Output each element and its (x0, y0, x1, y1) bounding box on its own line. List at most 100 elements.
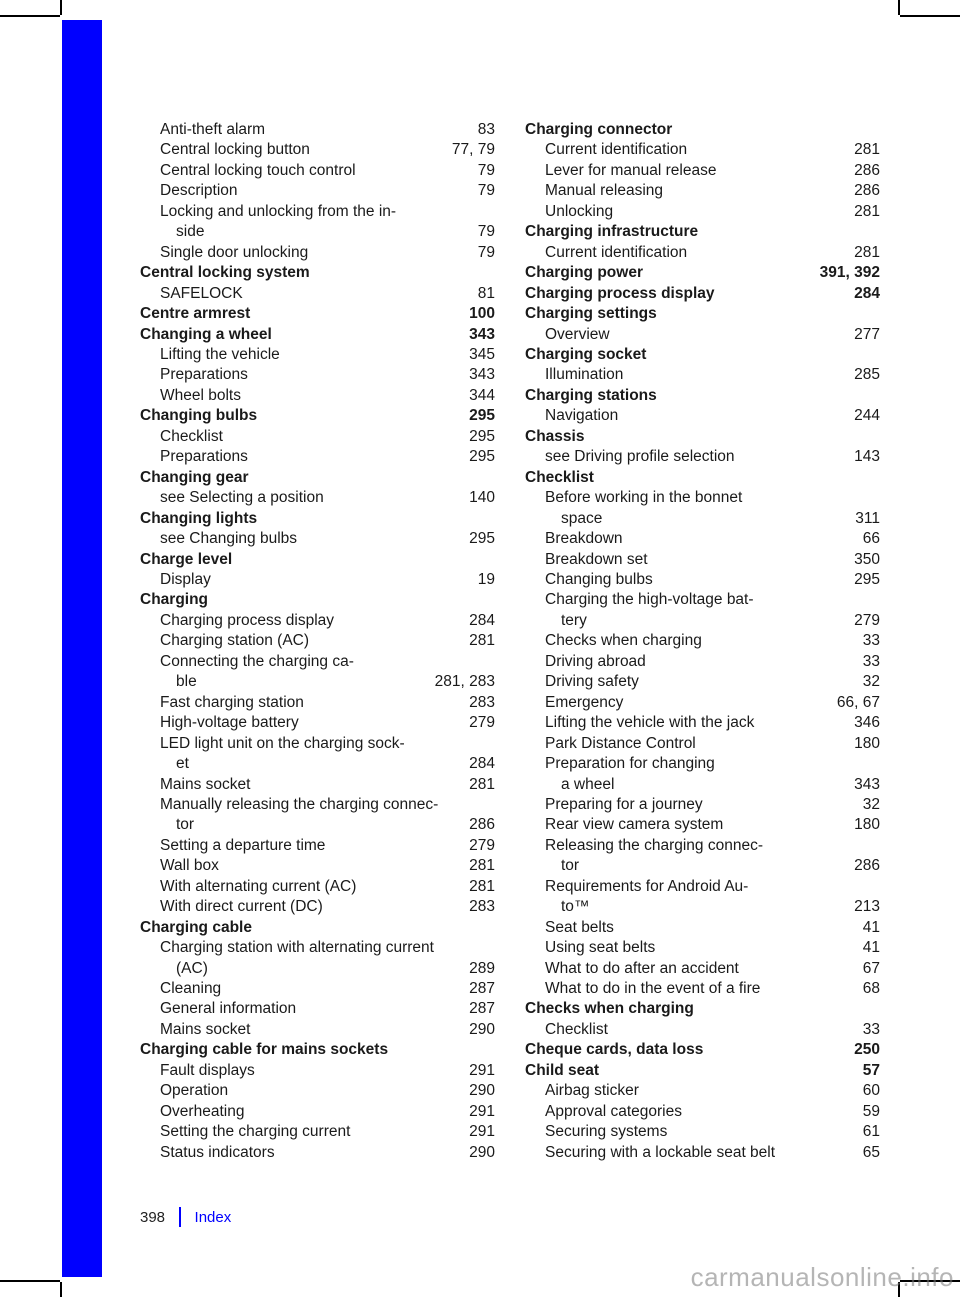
index-entry-label: Status indicators (140, 1143, 469, 1163)
index-entry-label: Unlocking (525, 202, 854, 222)
index-entry-label: High-voltage battery (140, 713, 469, 733)
index-entry-label: Overheating (140, 1102, 469, 1122)
index-entry-label: Wall box (140, 856, 469, 876)
index-entry-pages: 291 (469, 1061, 495, 1081)
index-entry-pages: 67 (863, 959, 880, 979)
index-entry-pages: 283 (469, 693, 495, 713)
index-entry-label: ble (140, 672, 435, 692)
index-entry-label: Charging socket (525, 345, 880, 365)
index-entry: Charging (140, 590, 495, 610)
index-entry: Securing with a lockable seat belt65 (525, 1143, 880, 1163)
index-entry: Current identification281 (525, 243, 880, 263)
index-entry: Charging cable for mains sockets (140, 1040, 495, 1060)
index-entry-label: Centre armrest (140, 304, 469, 324)
index-entry: Charging the high-voltage bat- (525, 590, 880, 610)
index-entry-label: Manual releasing (525, 181, 854, 201)
index-entry: Checklist33 (525, 1020, 880, 1040)
index-entry-label: What to do after an accident (525, 959, 863, 979)
index-entry-pages: 66 (863, 529, 880, 549)
index-entry: Overheating291 (140, 1102, 495, 1122)
index-entry-pages: 281 (469, 877, 495, 897)
index-entry-pages: 311 (855, 509, 880, 529)
index-entry-pages: 57 (863, 1061, 880, 1081)
index-entry: Chassis (525, 427, 880, 447)
index-entry: Driving safety32 (525, 672, 880, 692)
index-entry-pages: 290 (469, 1081, 495, 1101)
index-entry-pages: 350 (854, 550, 880, 570)
index-entry-pages: 79 (478, 243, 495, 263)
index-entry-pages: 284 (469, 754, 495, 774)
index-entry-label: Breakdown set (525, 550, 854, 570)
index-entry-pages: 60 (863, 1081, 880, 1101)
index-entry-pages: 295 (854, 570, 880, 590)
index-entry-label: Changing gear (140, 468, 495, 488)
index-entry-label: Checks when charging (525, 999, 880, 1019)
index-entry-pages: 344 (469, 386, 495, 406)
index-entry-pages: 81 (478, 284, 495, 304)
index-entry: Seat belts41 (525, 918, 880, 938)
watermark: carmanualsonline.info (691, 1262, 954, 1293)
index-entry-pages: 290 (469, 1020, 495, 1040)
index-entry-label: General information (140, 999, 469, 1019)
index-entry: Manually releasing the charging connec- (140, 795, 495, 815)
index-entry-label: Checklist (140, 427, 469, 447)
index-entry-label: Changing lights (140, 509, 495, 529)
index-entry-label: SAFELOCK (140, 284, 478, 304)
index-entry: Lever for manual release286 (525, 161, 880, 181)
index-entry-label: Charging station (AC) (140, 631, 469, 651)
index-entry-label: Cleaning (140, 979, 469, 999)
index-entry: What to do after an accident67 (525, 959, 880, 979)
index-entry-label: Seat belts (525, 918, 863, 938)
index-entry: Connecting the charging ca- (140, 652, 495, 672)
index-entry: Securing systems61 (525, 1122, 880, 1142)
index-entry-label: to™ (525, 897, 854, 917)
index-entry-pages: 281, 283 (435, 672, 495, 692)
index-entry-label: a wheel (525, 775, 854, 795)
index-entry-label: tery (525, 611, 854, 631)
index-entry-label: Anti-theft alarm (140, 120, 478, 140)
index-entry-label: Fast charging station (140, 693, 469, 713)
index-entry-pages: 281 (469, 631, 495, 651)
index-entry-label: Charging process display (525, 284, 854, 304)
footer: 398 Index (140, 1207, 231, 1227)
index-entry: Preparation for changing (525, 754, 880, 774)
index-entry: side79 (140, 222, 495, 242)
index-entry-pages: 33 (863, 631, 880, 651)
index-entry-pages: 61 (863, 1122, 880, 1142)
index-entry: Checks when charging33 (525, 631, 880, 651)
index-entry: Manual releasing286 (525, 181, 880, 201)
index-entry-label: Central locking system (140, 263, 495, 283)
index-entry-label: tor (140, 815, 469, 835)
index-entry-label: Driving safety (525, 672, 863, 692)
index-entry: Charging process display284 (140, 611, 495, 631)
index-column-left: Anti-theft alarm83Central locking button… (140, 120, 495, 1163)
index-entry-pages: 32 (863, 672, 880, 692)
index-entry-label: Requirements for Android Au- (525, 877, 880, 897)
index-entry-label: What to do in the event of a fire (525, 979, 863, 999)
index-entry: Emergency66, 67 (525, 693, 880, 713)
index-entry-label: Charge level (140, 550, 495, 570)
index-entry: Navigation244 (525, 406, 880, 426)
tab-bar (62, 20, 102, 1277)
index-entry-label: Charging power (525, 263, 820, 283)
index-entry-pages: 281 (854, 140, 880, 160)
index-entry-pages: 41 (863, 938, 880, 958)
index-entry-pages: 100 (469, 304, 495, 324)
index-entry-pages: 295 (469, 529, 495, 549)
index-entry-label: Securing systems (525, 1122, 863, 1142)
index-entry-label: With alternating current (AC) (140, 877, 469, 897)
index-entry-label: et (140, 754, 469, 774)
index-entry: Setting a departure time279 (140, 836, 495, 856)
crop-mark (0, 1280, 60, 1282)
index-entry-pages: 286 (854, 181, 880, 201)
index-entry-pages: 19 (478, 570, 495, 590)
index-entry-pages: 65 (863, 1143, 880, 1163)
index-entry-label: Emergency (525, 693, 837, 713)
index-entry-pages: 244 (854, 406, 880, 426)
index-entry-label: space (525, 509, 855, 529)
index-entry: Charging socket (525, 345, 880, 365)
index-entry-pages: 343 (854, 775, 880, 795)
index-entry-label: Charging stations (525, 386, 880, 406)
index-entry: Breakdown66 (525, 529, 880, 549)
index-entry-pages: 281 (469, 775, 495, 795)
